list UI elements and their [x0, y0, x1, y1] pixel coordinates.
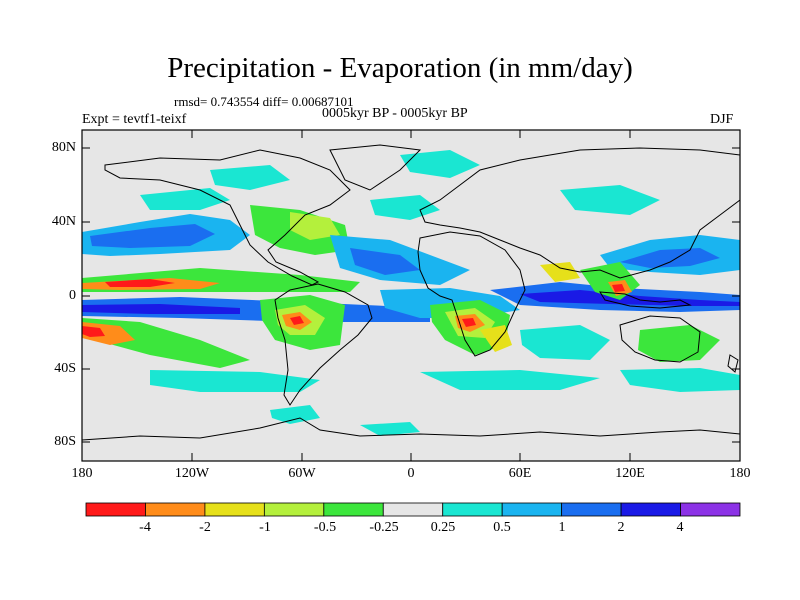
- coastline-greenland: [329, 144, 422, 191]
- field-region: [560, 185, 660, 215]
- colorbar-label: 0.5: [493, 520, 511, 535]
- lon-label: 60W: [288, 466, 316, 481]
- colorbar-label: -2: [199, 520, 211, 535]
- lat-label: 40N: [51, 214, 76, 229]
- lon-label: 180: [71, 466, 93, 481]
- field-region: [540, 262, 580, 282]
- lon-label: 60E: [508, 466, 532, 481]
- experiment-label: Expt = tevtf1-teixf: [82, 112, 187, 127]
- colorbar: [85, 502, 741, 517]
- field-region: [370, 195, 440, 220]
- colorbar-swatch: [680, 502, 741, 517]
- coastline-australia: [619, 315, 701, 363]
- lat-label: 80N: [51, 140, 76, 155]
- colorbar-label: 4: [676, 520, 684, 535]
- colorbar-label: 2: [617, 520, 625, 535]
- field-region: [350, 248, 420, 275]
- colorbar-label: -1: [259, 520, 271, 535]
- colorbar-swatch: [323, 502, 384, 517]
- coastline-new-zealand: [727, 354, 739, 373]
- field-region: [480, 325, 512, 352]
- field-region: [82, 326, 105, 337]
- coastlines: [82, 144, 740, 441]
- colorbar-label: -0.5: [313, 520, 337, 535]
- lat-label: 80S: [54, 434, 76, 449]
- colorbar-swatch: [145, 502, 206, 517]
- colorbar-swatch: [501, 502, 563, 517]
- lon-label: 180: [729, 466, 751, 481]
- field-region: [360, 422, 420, 436]
- field-region: [620, 368, 740, 392]
- lon-ticks: [81, 130, 741, 461]
- field-region: [462, 318, 476, 327]
- field-region: [82, 304, 240, 314]
- coastline-north-america: [104, 149, 351, 286]
- lon-label: 120W: [174, 466, 210, 481]
- lat-label: 0: [69, 288, 76, 303]
- field-region: [520, 325, 610, 360]
- field-region: [620, 248, 720, 268]
- field-region: [270, 405, 320, 424]
- lon-label: 120E: [615, 466, 645, 481]
- stats-line: rmsd= 0.743554 diff= 0.00687101: [174, 94, 354, 109]
- coastline-south-america: [274, 283, 373, 406]
- colorbar-label: 1: [558, 520, 566, 535]
- colorbar-swatch: [620, 502, 681, 517]
- lat-ticks: [82, 147, 740, 443]
- field-layer: [82, 150, 740, 436]
- field-region: [210, 165, 290, 190]
- colorbar-swatch: [442, 502, 503, 517]
- lon-label: 0: [407, 466, 415, 481]
- colorbar-swatch: [204, 502, 265, 517]
- colorbar-swatch: [263, 502, 325, 517]
- coastline-indonesia: [599, 291, 692, 309]
- colorbar-label: -0.25: [369, 520, 399, 535]
- colorbar-label: 0.25: [430, 520, 456, 535]
- field-region: [290, 316, 304, 325]
- field-region: [150, 370, 320, 392]
- field-region: [400, 150, 480, 178]
- figure-title: Precipitation - Evaporation (in mm/day): [167, 52, 633, 84]
- coastline-antarctica: [82, 417, 740, 441]
- coastline-eurasia: [419, 147, 740, 279]
- coastline-africa: [417, 231, 526, 357]
- season-label: DJF: [710, 112, 734, 127]
- colorbar-swatch: [382, 502, 444, 517]
- colorbar-label: -4: [139, 520, 151, 535]
- field-region: [290, 212, 340, 240]
- field-region: [105, 279, 175, 287]
- field-region: [420, 370, 600, 390]
- field-region: [612, 284, 625, 292]
- period-label: 0005kyr BP - 0005kyr BP: [322, 106, 468, 121]
- colorbar-swatch: [561, 502, 622, 517]
- field-region: [90, 224, 215, 248]
- colorbar-swatch: [85, 502, 146, 517]
- lat-label: 40S: [54, 361, 76, 376]
